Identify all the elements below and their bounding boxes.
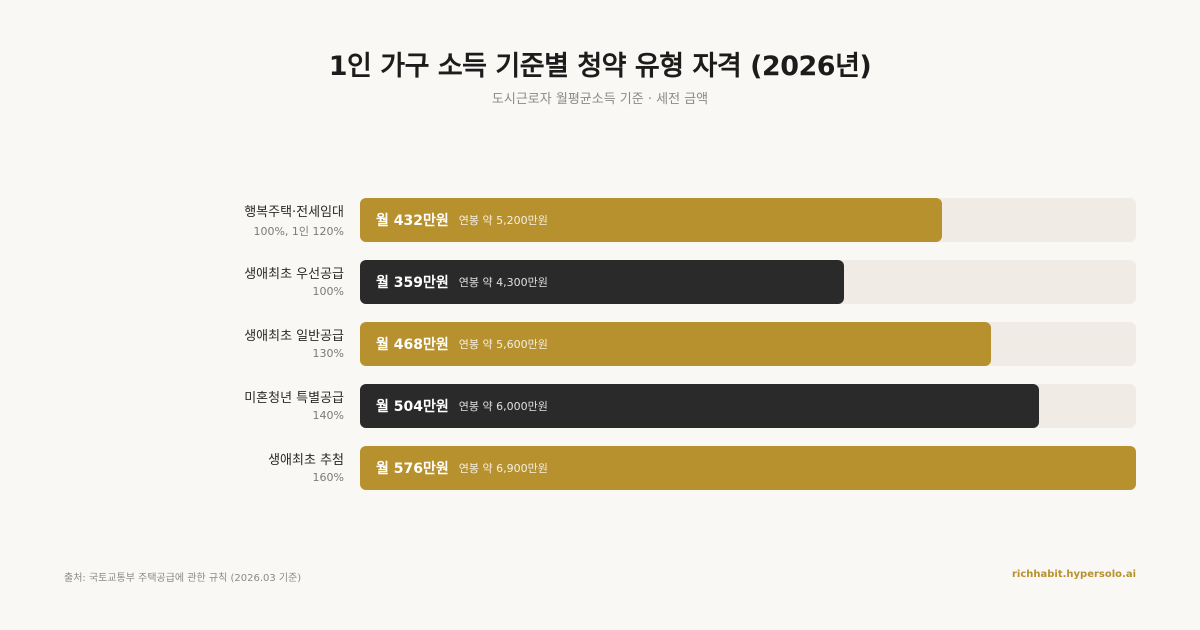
bar-track: 월 432만원 연봉 약 5,200만원 [360, 198, 1136, 242]
bar-row: 미혼청년 특별공급 140% 월 504만원 연봉 약 6,000만원 [0, 384, 1200, 428]
bar-row: 행복주택·전세임대 100%, 1인 120% 월 432만원 연봉 약 5,2… [0, 198, 1200, 242]
row-label: 행복주택·전세임대 [244, 205, 344, 220]
monthly-income-label: 월 576만원 [376, 461, 449, 477]
annual-income-label: 연봉 약 6,900만원 [458, 462, 548, 475]
bar-track: 월 504만원 연봉 약 6,000만원 [360, 384, 1136, 428]
bar-track: 월 359만원 연봉 약 4,300만원 [360, 260, 1136, 304]
chart-title: 1인 가구 소득 기준별 청약 유형 자격 (2026년) [328, 51, 872, 82]
chart-subtitle: 도시근로자 월평균소득 기준 · 세전 금액 [491, 92, 709, 107]
bar-row: 생애최초 일반공급 130% 월 468만원 연봉 약 5,600만원 [0, 322, 1200, 366]
annual-income-label: 연봉 약 5,600만원 [458, 338, 548, 351]
row-label: 생애최초 우선공급 [244, 267, 344, 282]
annual-income-label: 연봉 약 4,300만원 [458, 276, 548, 289]
bar: 월 359만원 연봉 약 4,300만원 [360, 260, 844, 304]
row-sublabel: 140% [312, 409, 344, 422]
row-label: 생애최초 추첨 [268, 453, 344, 468]
annual-income-label: 연봉 약 5,200만원 [458, 214, 548, 227]
row-sublabel: 100% [312, 285, 344, 298]
annual-income-label: 연봉 약 6,000만원 [458, 400, 548, 413]
row-sublabel: 130% [312, 347, 344, 360]
bar-row: 생애최초 우선공급 100% 월 359만원 연봉 약 4,300만원 [0, 260, 1200, 304]
monthly-income-label: 월 468만원 [376, 337, 449, 353]
row-sublabel: 100%, 1인 120% [253, 225, 344, 238]
bar: 월 504만원 연봉 약 6,000만원 [360, 384, 1039, 428]
bar: 월 432만원 연봉 약 5,200만원 [360, 198, 942, 242]
row-label: 미혼청년 특별공급 [244, 391, 344, 406]
monthly-income-label: 월 359만원 [376, 275, 449, 291]
bar: 월 576만원 연봉 약 6,900만원 [360, 446, 1136, 490]
bar: 월 468만원 연봉 약 5,600만원 [360, 322, 991, 366]
bar-track: 월 576만원 연봉 약 6,900만원 [360, 446, 1136, 490]
row-sublabel: 160% [312, 471, 344, 484]
monthly-income-label: 월 504만원 [376, 399, 449, 415]
monthly-income-label: 월 432만원 [376, 213, 449, 229]
row-label: 생애최초 일반공급 [244, 329, 344, 344]
site-link[interactable]: richhabit.hypersolo.ai [1011, 569, 1136, 580]
bar-row: 생애최초 추첨 160% 월 576만원 연봉 약 6,900만원 [0, 446, 1200, 490]
bar-track: 월 468만원 연봉 약 5,600만원 [360, 322, 1136, 366]
source-note: 출처: 국토교통부 주택공급에 관한 규칙 (2026.03 기준) [64, 573, 302, 584]
